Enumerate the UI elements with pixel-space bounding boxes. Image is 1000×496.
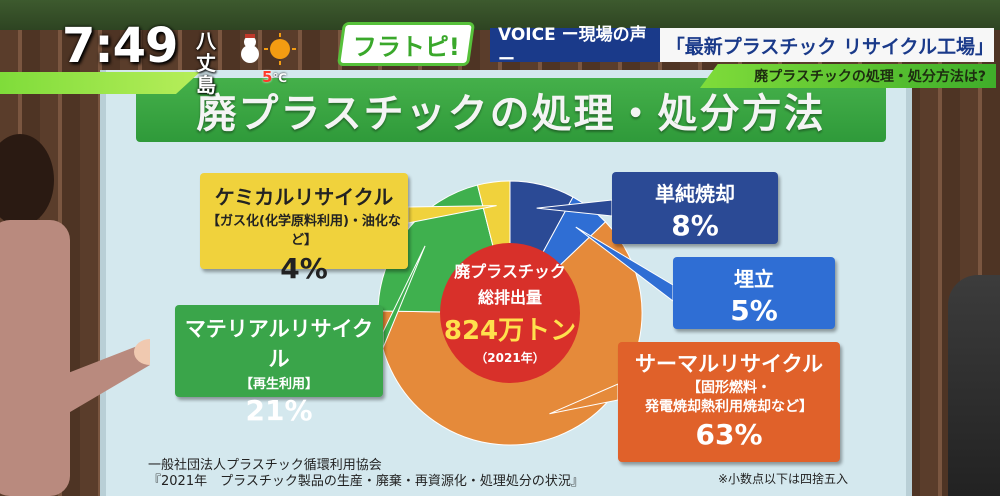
broadcast-clock: 7:49 bbox=[62, 18, 178, 74]
callout-pointer-3 bbox=[382, 245, 426, 349]
callout-chemical-detail: 【ガス化(化学原料利用)・油化など】 bbox=[207, 214, 401, 248]
temperature: 5℃ bbox=[262, 68, 287, 86]
center-disc bbox=[440, 243, 580, 383]
presenter-left bbox=[0, 134, 150, 496]
banner-tag: VOICE ー現場の声ー bbox=[490, 25, 660, 70]
center-line2: 総排出量 bbox=[477, 288, 542, 307]
source-citation: 一般社団法人プラスチック循環利用協会 『2021年 プラスチック製品の生産・廃棄… bbox=[148, 458, 584, 490]
center-total: 824万トン bbox=[443, 316, 577, 346]
center-year: （2021年） bbox=[475, 351, 545, 365]
callout-thermal-recycle: サーマルリサイクル 【固形燃料・ 発電焼却熱利用焼却など】 63% bbox=[618, 342, 840, 462]
studio-plants bbox=[0, 0, 1000, 30]
weather-location: 八丈島 bbox=[196, 29, 216, 97]
callout-simple-incineration: 単純焼却 8% bbox=[612, 172, 778, 244]
pie-center-label: 廃プラスチック 総排出量 824万トン （2021年） bbox=[440, 258, 580, 368]
callout-thermal-detail-1: 【固形燃料・ bbox=[687, 380, 771, 396]
callout-incineration-name: 単純焼却 bbox=[655, 182, 735, 206]
presenter-right bbox=[948, 275, 1000, 496]
sub-headline: 廃プラスチックの処理・処分方法は? bbox=[754, 69, 986, 85]
callout-thermal-name: サーマルリサイクル bbox=[635, 352, 823, 376]
source-line1: 一般社団法人プラスチック循環利用協会 bbox=[148, 458, 382, 473]
temperature-value: 5 bbox=[262, 68, 273, 86]
show-logo: フラトピ! bbox=[336, 22, 476, 66]
callout-landfill-percent: 5% bbox=[730, 294, 778, 327]
callout-thermal-detail-2: 発電焼却熱利用焼却など】 bbox=[645, 399, 813, 415]
show-logo-text: フラトピ! bbox=[352, 32, 460, 61]
callout-material-name: マテリアルリサイクル bbox=[184, 317, 374, 371]
source-line2: 『2021年 プラスチック製品の生産・廃棄・再資源化・処理処分の状況』 bbox=[148, 474, 584, 489]
callout-incineration-percent: 8% bbox=[671, 209, 719, 242]
callout-thermal-percent: 63% bbox=[695, 418, 763, 451]
callout-material-detail: 【再生利用】 bbox=[239, 377, 318, 392]
callout-chemical-name: ケミカルリサイクル bbox=[214, 185, 394, 209]
center-line1: 廃プラスチック bbox=[454, 262, 566, 281]
chart-title: 廃プラスチックの処理・処分方法 bbox=[136, 78, 886, 142]
callout-chemical-percent: 4% bbox=[280, 252, 328, 285]
snowman-sun-icon bbox=[241, 33, 296, 65]
headline-banner: VOICE ー現場の声ー 「最新プラスチック リサイクル工場」 bbox=[490, 25, 994, 70]
callout-material-percent: 21% bbox=[245, 394, 313, 427]
clock-underline-bar bbox=[0, 72, 200, 94]
callout-landfill-name: 埋立 bbox=[734, 267, 774, 291]
callout-chemical-recycle: ケミカルリサイクル 【ガス化(化学原料利用)・油化など】 4% bbox=[200, 173, 408, 285]
callout-landfill: 埋立 5% bbox=[673, 257, 835, 329]
rounding-note: ※小数点以下は四捨五入 bbox=[718, 472, 849, 486]
banner-headline: 「最新プラスチック リサイクル工場」 bbox=[665, 35, 994, 58]
callout-pointer-4 bbox=[407, 205, 497, 224]
temperature-unit: ℃ bbox=[272, 71, 287, 85]
callout-material-recycle: マテリアルリサイクル 【再生利用】 21% bbox=[175, 305, 383, 427]
sub-headline-bar: 廃プラスチックの処理・処分方法は? bbox=[700, 64, 996, 88]
